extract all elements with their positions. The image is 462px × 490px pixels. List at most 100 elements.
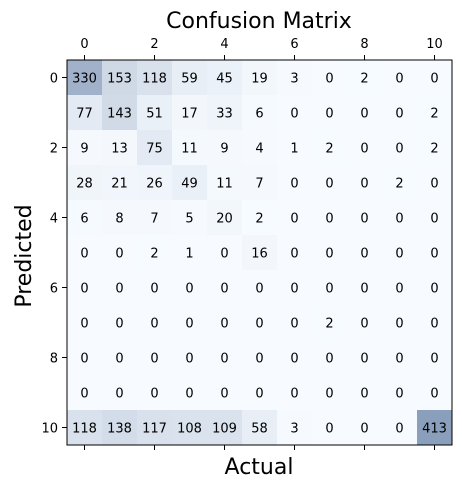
heatmap-cell [417,340,453,376]
heatmap-cell [277,235,313,271]
heatmap-cell [172,200,208,236]
cell-value-label: 0 [220,247,228,262]
cell-value-label: 3 [290,422,298,437]
x-tick-label: 4 [220,37,228,52]
cell-value-label: 0 [430,352,438,367]
heatmap-cell [277,130,313,166]
heatmap-cell [102,235,138,271]
cell-value-label: 0 [360,142,368,157]
heatmap-cell [137,270,173,306]
chart-title: Confusion Matrix [166,9,352,34]
x-axis-ticks: 0 2 4 6 8 10 [80,37,443,450]
heatmap-cell [417,165,453,201]
heatmap-cell [137,165,173,201]
heatmap-cell [382,200,418,236]
y-tick-label: 10 [41,422,58,437]
heatmap-cell [137,95,173,131]
heatmap-cell [277,305,313,341]
heatmap-cell [347,130,383,166]
cell-value-label: 0 [395,72,403,87]
heatmap-cell [382,375,418,411]
cell-value-label: 33 [216,107,233,122]
heatmap-cell [382,95,418,131]
heatmap-cell [67,200,103,236]
cell-value-label: 19 [251,72,268,87]
heatmap-cell [207,95,243,131]
cell-value-label: 0 [325,352,333,367]
heatmap-cell [312,235,348,271]
heatmap-cell [137,410,173,446]
cell-value-label: 0 [290,387,298,402]
cell-value-label: 0 [115,247,123,262]
heatmap-cell [382,340,418,376]
heatmap-cell [417,200,453,236]
cell-value-label: 8 [115,212,123,227]
cell-value-label: 0 [220,317,228,332]
cell-value-label: 11 [216,177,233,192]
cell-value-label: 59 [181,72,198,87]
cell-value-label: 0 [395,317,403,332]
cell-value-label: 0 [430,177,438,192]
cell-value-label: 77 [76,107,93,122]
cell-value-label: 3 [290,72,298,87]
heatmap-cell [312,200,348,236]
heatmap-cell [67,305,103,341]
cell-value-label: 2 [325,317,333,332]
cell-value-label: 0 [430,387,438,402]
heatmap-cell [172,130,208,166]
cell-value-label: 45 [216,72,233,87]
cell-value-label: 9 [220,142,228,157]
heatmap-cell [172,270,208,306]
cell-value-label: 6 [80,212,88,227]
cell-value-label: 20 [216,212,233,227]
cell-value-label: 0 [395,422,403,437]
cell-value-label: 0 [220,387,228,402]
cell-value-label: 0 [290,247,298,262]
cell-value-label: 138 [107,422,132,437]
heatmap-cell [347,270,383,306]
heatmap-cell [347,60,383,96]
cell-value-label: 9 [80,142,88,157]
cell-value-label: 0 [395,282,403,297]
cell-value-label: 2 [430,107,438,122]
cell-value-label: 5 [185,212,193,227]
cell-value-label: 118 [142,72,167,87]
heatmap-cell [172,235,208,271]
cell-value-label: 143 [107,107,132,122]
cell-value-label: 2 [395,177,403,192]
cell-value-label: 17 [181,107,198,122]
heatmap-cell [312,95,348,131]
heatmap-cell [242,375,278,411]
cell-value-label: 0 [185,282,193,297]
cell-value-label: 0 [255,282,263,297]
heatmap-cell [277,60,313,96]
cell-value-label: 0 [430,72,438,87]
cell-value-label: 0 [430,282,438,297]
heatmap-cell [67,60,103,96]
heatmap-cell [382,235,418,271]
heatmap-cell [137,60,173,96]
cell-value-label: 0 [80,352,88,367]
y-tick-label: 8 [50,352,58,367]
heatmap-cell [67,410,103,446]
cell-value-label: 0 [150,387,158,402]
cell-value-label: 0 [360,317,368,332]
heatmap-cell [382,60,418,96]
heatmap-cell [137,130,173,166]
heatmap-cell [277,410,313,446]
cell-value-label: 26 [146,177,163,192]
heatmap-cell [137,200,173,236]
cell-value-label: 0 [430,247,438,262]
cell-value-label: 0 [115,352,123,367]
heatmap-cell [207,130,243,166]
y-tick-label: 4 [50,212,58,227]
x-tick-label: 2 [150,37,158,52]
cell-value-label: 11 [181,142,198,157]
heatmap-cell [417,95,453,131]
heatmap-cell [102,270,138,306]
cell-value-label: 0 [360,352,368,367]
cell-value-label: 0 [395,142,403,157]
heatmap-cell [347,165,383,201]
heatmap-cell [242,270,278,306]
